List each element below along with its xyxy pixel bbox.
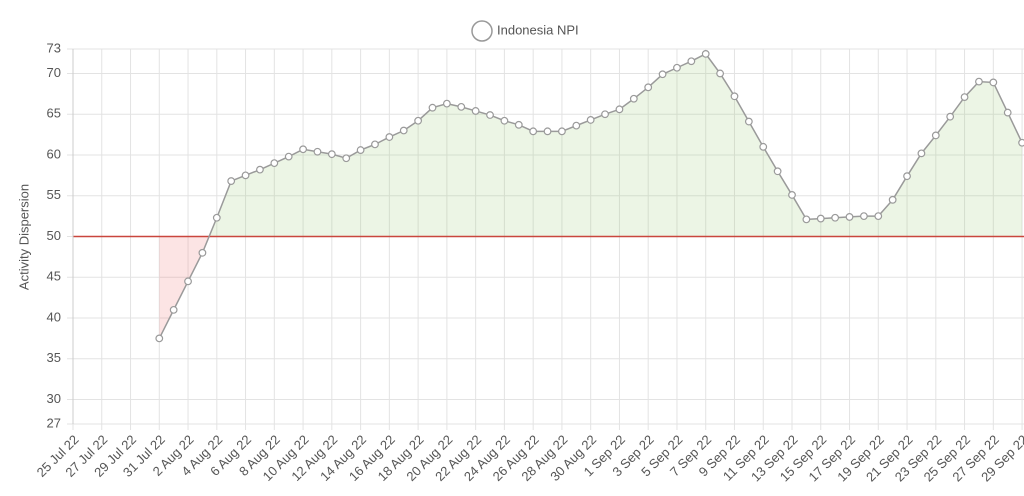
point	[212, 213, 221, 222]
point	[313, 147, 322, 156]
point	[299, 145, 307, 154]
point	[716, 69, 724, 78]
point	[759, 142, 768, 151]
point	[931, 131, 940, 140]
point	[917, 149, 926, 158]
point	[903, 172, 911, 181]
point	[831, 213, 840, 222]
point	[629, 94, 638, 103]
y-tick-label: 55	[47, 187, 61, 202]
point	[730, 92, 739, 101]
point	[788, 191, 796, 199]
point	[989, 78, 998, 87]
point	[874, 212, 883, 221]
point	[428, 103, 437, 112]
point	[342, 154, 351, 163]
y-tick-label: 60	[47, 146, 61, 161]
point	[960, 93, 969, 101]
point	[198, 248, 207, 257]
point	[1003, 108, 1012, 117]
point	[860, 212, 868, 221]
y-tick-label: 70	[47, 65, 61, 80]
area-above	[159, 53, 1023, 237]
point	[284, 152, 293, 161]
legend-marker[interactable]	[471, 20, 493, 42]
point	[256, 165, 264, 174]
y-tick-label: 45	[47, 269, 61, 284]
point	[975, 77, 983, 86]
point	[543, 127, 552, 136]
point	[572, 121, 581, 130]
point	[442, 99, 451, 108]
y-tick-label: 50	[47, 228, 61, 243]
point	[169, 305, 178, 314]
point	[802, 215, 811, 224]
point	[687, 57, 696, 66]
point	[744, 117, 753, 126]
point	[155, 334, 164, 343]
point	[773, 167, 782, 176]
point	[1018, 138, 1024, 147]
y-tick-label: 30	[47, 391, 61, 406]
point	[816, 214, 825, 223]
point	[385, 133, 394, 141]
point	[644, 83, 653, 92]
point	[615, 105, 624, 114]
point	[514, 120, 523, 129]
point	[399, 126, 408, 135]
point	[457, 102, 466, 111]
y-tick-label: 73	[47, 40, 61, 55]
point	[888, 195, 897, 204]
point	[371, 140, 379, 149]
point	[241, 171, 250, 180]
y-tick-label: 65	[47, 106, 61, 121]
point	[414, 116, 423, 125]
point	[227, 177, 236, 185]
point	[558, 127, 566, 136]
point	[701, 49, 710, 58]
y-tick-label: 27	[47, 415, 61, 430]
point	[270, 159, 279, 168]
y-axis-label: Activity Dispersion	[16, 184, 31, 290]
point	[586, 116, 595, 124]
point	[356, 146, 365, 154]
point	[471, 107, 480, 115]
point	[486, 111, 494, 119]
point	[529, 127, 538, 136]
point	[673, 63, 681, 72]
point	[658, 70, 667, 79]
point	[500, 116, 509, 125]
point	[845, 213, 854, 221]
point	[327, 150, 336, 159]
point	[946, 112, 955, 121]
point	[601, 110, 609, 119]
y-tick-label: 35	[47, 350, 61, 365]
y-tick-label: 40	[47, 309, 61, 324]
point	[184, 277, 192, 286]
legend-label[interactable]: Indonesia NPI	[497, 22, 579, 37]
